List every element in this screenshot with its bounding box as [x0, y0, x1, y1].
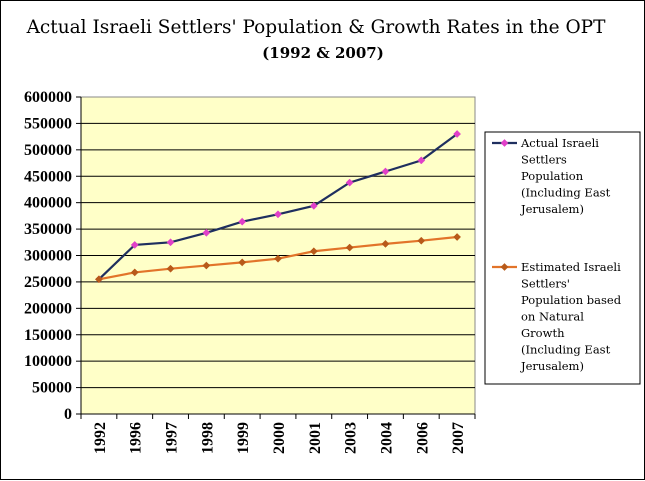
legend-label: Estimated Israeli: [521, 260, 621, 274]
x-tick-label: 2004: [378, 422, 395, 454]
legend: Actual Israeli Settlers Population (Includi…: [492, 136, 622, 373]
legend-label: (Including East: [521, 186, 611, 200]
series-lines: [94, 130, 462, 284]
data-point: [238, 258, 247, 267]
legend-label: (Including East: [521, 343, 611, 357]
data-point: [453, 233, 462, 241]
x-tick-label: 1998: [199, 422, 216, 454]
data-point: [417, 236, 426, 245]
legend-label: Actual Israeli: [520, 136, 599, 150]
data-point: [238, 217, 247, 226]
y-tick-label: 100000: [24, 353, 72, 370]
y-axis: 0 50000 100000 150000 200000 250000 300000 3500…: [24, 89, 82, 423]
data-point: [381, 239, 390, 248]
x-tick-label: 1992: [92, 422, 109, 454]
legend-label: Settlers': [521, 277, 570, 291]
x-tick-label: 1996: [128, 422, 145, 454]
data-point: [309, 247, 318, 256]
x-tick-label: 2006: [414, 422, 431, 454]
y-tick-label: 400000: [24, 195, 72, 212]
legend-label: Jerusalem): [520, 359, 584, 373]
legend-label: on Natural: [521, 310, 584, 324]
legend-entry-1: Actual Israeli Settlers Population (Includi…: [492, 136, 611, 216]
legend-entry-2: Estimated Israeli Settlers' Population bas…: [492, 260, 622, 373]
x-tick-label: 2007: [450, 422, 467, 454]
y-tick-label: 500000: [24, 142, 72, 159]
data-point: [381, 167, 390, 176]
data-point: [345, 178, 354, 187]
legend-label: Settlers: [521, 153, 567, 167]
x-tick-label: 2001: [307, 422, 324, 454]
data-point: [166, 238, 175, 247]
data-point: [274, 210, 282, 219]
x-tick-label: 1997: [164, 422, 181, 454]
y-tick-label: 600000: [24, 89, 72, 106]
x-tick-label: 2003: [343, 422, 360, 454]
series-1: [94, 130, 462, 284]
data-point: [500, 263, 509, 271]
data-point: [453, 130, 462, 138]
y-tick-label: 300000: [24, 248, 72, 265]
data-point: [94, 275, 103, 284]
legend-label: Jerusalem): [520, 202, 584, 216]
grid-lines: [81, 122, 475, 389]
data-point: [417, 156, 426, 165]
data-point: [345, 243, 354, 252]
data-point: [202, 261, 211, 270]
data-point: [130, 268, 139, 277]
x-tick-label: 1999: [235, 422, 252, 454]
y-tick-label: 150000: [24, 327, 72, 344]
data-point: [202, 228, 211, 237]
data-point: [130, 240, 139, 249]
series-2: [94, 233, 462, 284]
data-point: [274, 254, 282, 263]
legend-label: Growth: [521, 326, 565, 340]
y-tick-label: 450000: [24, 168, 72, 185]
chart-title: Actual Israeli Settlers' Population & Gr…: [26, 17, 607, 38]
x-axis: 1992 1996 1997 1998 1999 2000 2001 2003 2004 2006…: [80, 413, 476, 454]
data-point: [309, 201, 318, 210]
x-tick-label: 2000: [271, 422, 288, 454]
y-tick-label: 200000: [24, 300, 72, 317]
legend-box: [484, 131, 641, 385]
y-tick-label: 550000: [24, 115, 72, 132]
data-point: [500, 139, 509, 147]
data-point: [166, 264, 175, 273]
y-tick-label: 50000: [32, 380, 72, 397]
legend-label: Population: [521, 169, 584, 183]
chart-subtitle: (1992 & 2007): [262, 44, 384, 62]
y-tick-label: 350000: [24, 221, 72, 238]
y-tick-label: 0: [64, 406, 72, 423]
y-tick-label: 250000: [24, 274, 72, 291]
legend-label: Population based: [521, 293, 622, 307]
